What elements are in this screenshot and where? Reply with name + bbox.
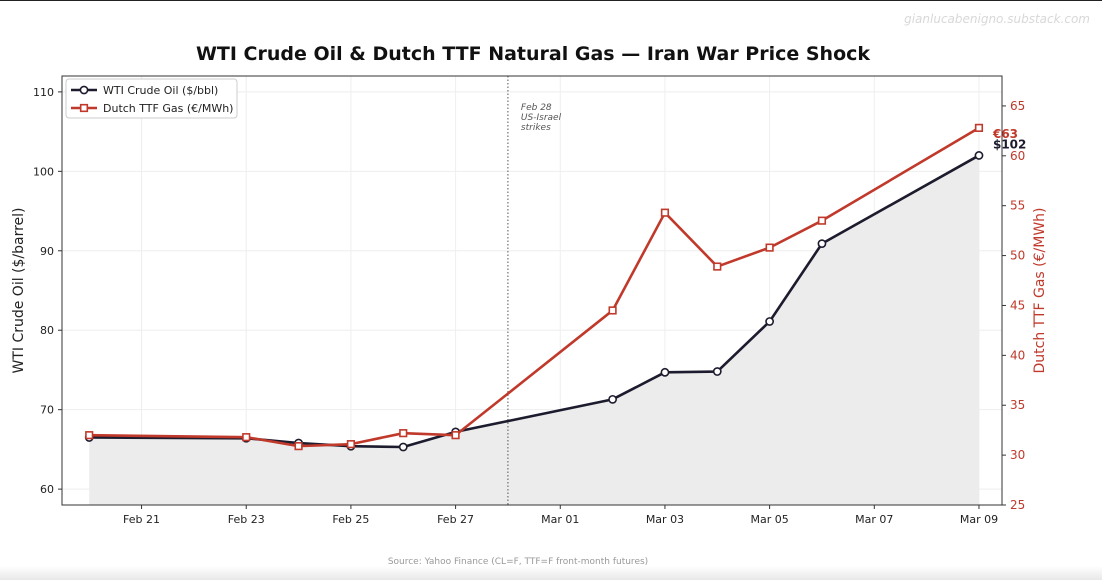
wti-end-label: $102 [993,137,1026,151]
wti-point [608,394,618,404]
ttf-point [242,433,251,442]
credit-watermark: gianlucabenigno.substack.com [904,12,1090,26]
legend-marker [79,85,89,95]
ttf-point [817,216,827,225]
x-tick-label: Mar 01 [541,513,579,526]
event-annotation-text: strikes [521,123,551,133]
ttf-point [660,208,670,217]
event-annotation-text: US-Israel [521,113,562,123]
y2-tick-label: 60 [1010,149,1025,163]
x-tick-label: Feb 25 [332,513,369,526]
plot-frame [61,75,1003,506]
bottom-edge [0,566,1102,580]
ttf-point [399,429,408,438]
x-tick-label: Mar 05 [750,513,788,526]
y2-axis-label: Dutch TTF Gas (€/MWh) [1032,207,1048,373]
wti-area-fill [89,155,979,505]
top-border [0,0,1102,1]
wti-point [712,367,722,376]
y-tick-label: 70 [40,404,54,417]
y2-tick-label: 55 [1010,199,1025,213]
ttf-point [85,431,94,440]
y2-tick-label: 25 [1010,498,1025,512]
x-tick-label: Mar 07 [855,513,893,526]
legend-box [65,78,238,119]
y-tick-label: 90 [40,245,54,258]
y2-tick-label: 65 [1010,99,1025,113]
x-tick-label: Feb 21 [123,513,160,526]
source-note: Source: Yahoo Finance (CL=F, TTF=F front… [387,557,649,567]
x-tick-label: Feb 27 [437,513,474,526]
legend-label: WTI Crude Oil ($/bbl) [103,84,218,97]
y2-tick-label: 50 [1010,249,1025,263]
ttf-end-label: €63 [992,127,1018,141]
y2-tick-label: 45 [1010,298,1025,312]
wti-point [398,442,408,452]
event-annotation-text: Feb 28 [521,103,552,113]
x-tick-label: Mar 03 [646,513,684,526]
ttf-point [765,243,774,252]
y-axis-label: WTI Crude Oil ($/barrel) [11,207,27,373]
ttf-point [451,431,460,440]
ttf-point [294,442,303,451]
chart-title: WTI Crude Oil & Dutch TTF Natural Gas — … [195,43,871,65]
y-tick-label: 80 [40,324,54,337]
wti-point [974,151,984,160]
ttf-point [713,262,722,271]
y-tick-label: 60 [40,483,54,496]
y-tick-label: 110 [33,86,54,99]
wti-point [765,317,775,326]
x-tick-label: Mar 09 [960,513,998,526]
ttf-line [89,126,980,448]
wti-line [89,154,980,449]
x-tick-label: Feb 23 [228,513,265,526]
ttf-point [974,123,984,132]
ttf-point [608,306,617,315]
legend-label: Dutch TTF Gas (€/MWh) [103,102,233,115]
ttf-point [346,440,356,449]
y2-tick-label: 35 [1010,398,1025,412]
wti-point [817,239,827,249]
y-tick-label: 100 [33,165,54,178]
legend-marker [79,103,89,113]
wti-point [660,367,670,377]
y2-tick-label: 40 [1010,348,1025,362]
y2-tick-label: 30 [1010,448,1025,462]
